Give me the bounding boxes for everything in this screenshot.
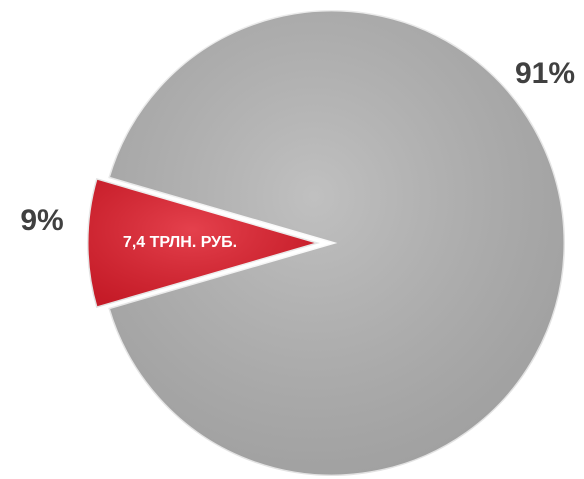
slice-label: 7,4 ТРЛН. РУБ. — [123, 234, 237, 251]
slice-shade — [108, 9, 565, 476]
slice-shade — [86, 177, 320, 309]
value-label: 9% — [20, 204, 63, 237]
value-label: 91% — [515, 57, 575, 90]
